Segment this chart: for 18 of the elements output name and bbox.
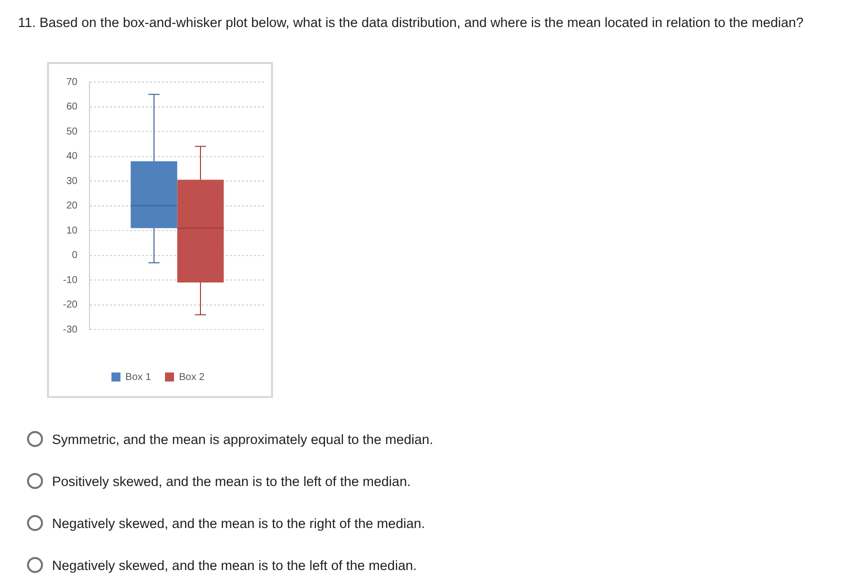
y-tick-label: 70 <box>66 76 78 88</box>
text: Negatively skewed, and the mean is to the left of the median. <box>52 558 417 572</box>
y-tick-label: 0 <box>72 250 78 262</box>
text: Symmetric, and the mean is approximately equal to the median. <box>52 432 434 446</box>
y-tick-label: 20 <box>66 200 78 212</box>
y-tick-label: 10 <box>66 225 78 236</box>
legend-label: Box 2 <box>179 372 206 383</box>
text: Positively skewed, and the mean is to the left of the median. <box>52 474 411 488</box>
y-tick-label: 60 <box>66 102 78 113</box>
y-tick-label: -10 <box>63 274 78 286</box>
y-tick-label: 40 <box>66 151 78 162</box>
y-tick-label: 30 <box>66 176 78 187</box>
y-tick-label: -20 <box>63 300 78 311</box>
text: Negatively skewed, and the mean is to the right of the median. <box>52 516 425 530</box>
legend-label: Box 1 <box>125 372 152 383</box>
y-tick-label: -30 <box>63 324 78 336</box>
y-tick-label: 50 <box>66 126 78 138</box>
text: 11. Based on the box-and-whisker plot below, what is the data distribution, and where is the mean located in relation to the median? <box>18 15 804 30</box>
